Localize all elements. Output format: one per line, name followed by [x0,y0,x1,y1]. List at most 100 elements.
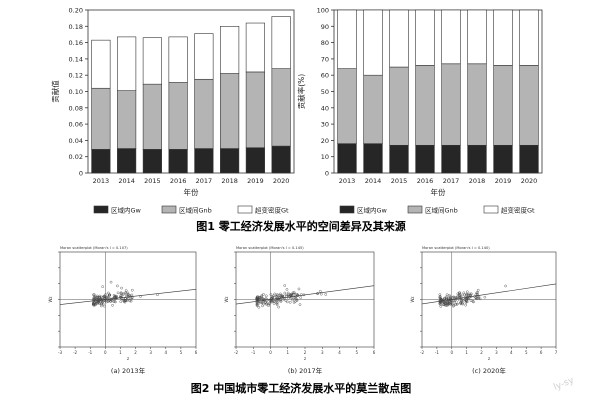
y-tick-label: 0.04 [69,137,83,145]
scatter-point [469,293,473,297]
scatter-point [131,288,134,292]
scatter-point [295,299,299,302]
x-tick-label: -1 [251,350,255,355]
scatter-point [267,302,271,306]
y-tick-label: 0.16 [69,39,83,47]
scatter-point [472,300,475,304]
scatter-point [324,293,328,296]
x-tick-label: 2014 [118,177,135,185]
scatter-point [458,296,462,299]
bar-segment-within [337,143,357,174]
scatter-point [111,303,114,307]
figure2-caption: 图2 中国城市零工经济发展水平的莫兰散点图 [191,381,411,395]
bar-segment-within [415,144,435,174]
scatter-point [257,295,260,299]
scatter-point [120,286,123,290]
x-tick-label: 3 [495,350,498,355]
bar-segment-between [91,87,111,150]
scatter-point [112,300,115,303]
bar-segment-hyper [117,36,137,91]
scatter-point [465,296,469,300]
y-tick-label: 0.10 [69,88,83,96]
scatter-point [262,302,266,306]
scatter-point [128,293,131,297]
scatter-point [443,297,446,301]
scatter-point [464,303,467,307]
bar-segment-hyper [194,33,214,80]
moran-scatter-2013: Moran scatterplot (Moran's I = 0.107) -3 -… [48,246,198,375]
bar-segment-within [467,144,487,174]
y-axis-title: Wz [48,296,53,302]
legend-swatch-within [339,205,355,214]
scatter-title: Moran scatterplot (Moran's I = 0.145) [236,246,304,250]
scatter-point [277,305,280,309]
scatter-point [256,298,260,301]
bar-segment-between [117,90,137,149]
scatter-point [452,304,455,308]
scatter-title: Moran scatterplot (Moran's I = 0.107) [60,246,128,250]
bar-segment-hyper [389,9,409,68]
scatter-point [447,300,451,304]
scatter-point [97,296,101,300]
bar-segment-between [363,74,383,144]
x-tick-label: 0 [451,350,454,355]
scatter-point [120,297,123,300]
x-tick-label: 1 [286,350,289,355]
bar-segment-within [441,144,461,174]
bar-segment-hyper [245,22,265,73]
scatter-point [97,300,101,304]
scatter-point [130,293,134,297]
scatter-point [287,295,291,298]
x-axis-title: z [127,356,129,361]
bar-segment-hyper [441,9,461,65]
scatter-point [286,291,290,295]
scatter-point [125,297,129,301]
bar-segment-between [168,82,188,150]
scatter-point [504,284,507,288]
legend-label: 区域内Gw [357,206,388,215]
scatter-point [260,294,264,297]
scatter-point [116,284,119,288]
panel-caption: (a) 2013年 [111,366,146,375]
scatter-point [456,295,459,299]
scatter-point [300,293,303,296]
x-tick-label: -2 [73,350,77,355]
scatter-point [292,292,295,296]
y-tick-label: 0.06 [69,121,83,129]
scatter-point [454,303,457,306]
scatter-point [466,295,470,299]
bar-segment-between [519,65,539,146]
x-tick-label: 7 [555,350,558,355]
x-axis-title: 年份 [184,187,199,197]
scatter-point [261,304,264,308]
scatter-point [283,291,287,295]
scatter-point [476,291,479,294]
moran-scatter-2017: Moran scatterplot (Moran's I = 0.145) -2 -… [224,246,376,375]
scatter-point [267,304,270,307]
scatter-point [127,297,131,300]
legend-label: 区域内Gw [111,206,142,215]
legend-swatch-within [93,205,109,214]
x-tick-label: 5 [180,350,183,355]
scatter-point [129,299,133,303]
scatter-point [92,304,96,307]
x-tick-label: 2016 [417,177,434,185]
scatter-point [265,297,268,301]
bar-segment-between [337,68,357,144]
scatter-point [290,296,293,299]
scatter-point [438,301,442,305]
scatter-point [274,295,278,298]
scatter-point [100,304,103,308]
moran-scatter-2020: Moran scatterplot (Moran's I = 0.140) -2 -… [410,246,558,375]
y-tick-label: 0.02 [69,153,83,161]
bar-segment-within [389,144,409,174]
x-tick-label: 1 [465,350,468,355]
scatter-point [139,295,142,298]
scatter-point [100,300,104,303]
scatter-point [461,302,465,306]
scatter-point [438,295,442,298]
x-axis-title: 年份 [431,187,446,197]
scatter-point [114,300,117,304]
bar-segment-between [194,78,214,149]
